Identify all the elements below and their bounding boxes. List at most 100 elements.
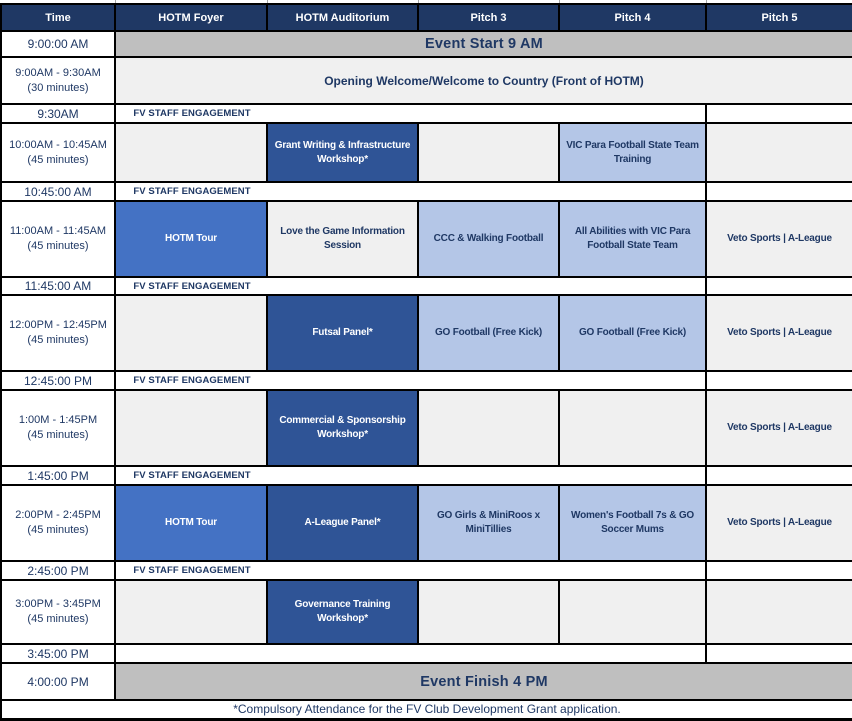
cell-1100-hotm-tour: HOTM Tour bbox=[114, 200, 268, 278]
time-range: 2:00PM - 2:45PM bbox=[15, 509, 101, 521]
opening-welcome-cell: Opening Welcome/Welcome to Country (Fron… bbox=[114, 56, 852, 105]
sliver-cell bbox=[559, 0, 707, 4]
footer-note: *Compulsory Attendance for the FV Club D… bbox=[0, 699, 852, 721]
sliver-cell bbox=[1, 0, 116, 4]
empty-pitch5-cell bbox=[705, 643, 852, 664]
fv-engagement-cell: FV STAFF ENGAGEMENT bbox=[114, 370, 707, 391]
row-session-1200: 12:00PM - 12:45PM (45 minutes) Futsal Pa… bbox=[0, 294, 852, 372]
cell-1200-foyer-empty bbox=[114, 294, 268, 372]
fv-engagement-cell: FV STAFF ENGAGEMENT bbox=[114, 560, 707, 581]
cell-1300-pitch3-empty bbox=[417, 389, 560, 467]
row-session-1300: 1:00M - 1:45PM (45 minutes) Commercial &… bbox=[0, 389, 852, 467]
cell-1400-a-league-panel: A-League Panel* bbox=[266, 484, 419, 562]
cell-1000-vic-para-training: VIC Para Football State Team Training bbox=[558, 122, 707, 183]
cell-1500-governance-training-workshop: Governance Training Workshop* bbox=[266, 579, 419, 645]
cell-1400-hotm-tour: HOTM Tour bbox=[114, 484, 268, 562]
time-duration: (30 minutes) bbox=[27, 81, 89, 94]
header-col-hotm-auditorium: HOTM Auditorium bbox=[266, 3, 419, 32]
row-fv-1045: 10:45:00 AM FV STAFF ENGAGEMENT bbox=[0, 181, 852, 202]
fv-engagement-label: FV STAFF ENGAGEMENT bbox=[133, 280, 251, 292]
time-cell-1500: 3:00PM - 3:45PM (45 minutes) bbox=[0, 579, 116, 645]
time-cell-1045: 10:45:00 AM bbox=[0, 181, 116, 202]
empty-pitch5-cell bbox=[705, 103, 852, 124]
cell-1400-veto-sports: Veto Sports | A-League bbox=[705, 484, 852, 562]
header-col-pitch-3: Pitch 3 bbox=[417, 3, 560, 32]
cell-1100-veto-sports: Veto Sports | A-League bbox=[705, 200, 852, 278]
cell-1200-go-football-p4: GO Football (Free Kick) bbox=[558, 294, 707, 372]
time-duration: (45 minutes) bbox=[27, 524, 89, 536]
fv-engagement-label: FV STAFF ENGAGEMENT bbox=[133, 470, 251, 481]
time-cell-1100: 11:00AM - 11:45AM (45 minutes) bbox=[0, 200, 116, 278]
footer-row: *Compulsory Attendance for the FV Club D… bbox=[0, 699, 852, 721]
fv-engagement-label: FV STAFF ENGAGEMENT bbox=[133, 186, 251, 197]
time-cell-1445: 2:45:00 PM bbox=[0, 560, 116, 581]
time-cell-0900: 9:00:00 AM bbox=[0, 30, 116, 58]
cell-1300-commercial-sponsorship-workshop: Commercial & Sponsorship Workshop* bbox=[266, 389, 419, 467]
row-fv-1345: 1:45:00 PM FV STAFF ENGAGEMENT bbox=[0, 465, 852, 486]
row-event-start: 9:00:00 AM Event Start 9 AM bbox=[0, 30, 852, 58]
top-sliver-row bbox=[1, 0, 852, 4]
cell-1200-futsal-panel: Futsal Panel* bbox=[266, 294, 419, 372]
cell-1300-foyer-empty bbox=[114, 389, 268, 467]
time-cell-1200: 12:00PM - 12:45PM (45 minutes) bbox=[0, 294, 116, 372]
sliver-cell bbox=[115, 0, 268, 4]
fv-engagement-cell: FV STAFF ENGAGEMENT bbox=[114, 181, 707, 202]
row-session-1000: 10:00AM - 10:45AM (45 minutes) Grant Wri… bbox=[0, 122, 852, 183]
time-duration: (45 minutes) bbox=[27, 240, 89, 252]
header-col-pitch-5: Pitch 5 bbox=[705, 3, 852, 32]
time-range: 10:00AM - 10:45AM bbox=[9, 138, 107, 151]
header-row: Time HOTM Foyer HOTM Auditorium Pitch 3 … bbox=[0, 3, 852, 32]
time-duration: (45 minutes) bbox=[27, 429, 89, 441]
row-fv-1145: 11:45:00 AM FV STAFF ENGAGEMENT bbox=[0, 276, 852, 296]
cell-1500-pitch4-empty bbox=[558, 579, 707, 645]
fv-engagement-cell: FV STAFF ENGAGEMENT bbox=[114, 276, 707, 296]
row-fv-1245: 12:45:00 PM FV STAFF ENGAGEMENT bbox=[0, 370, 852, 391]
time-cell-1245: 12:45:00 PM bbox=[0, 370, 116, 391]
time-cell-1000: 10:00AM - 10:45AM (45 minutes) bbox=[0, 122, 116, 183]
cell-1400-womens-football-7s: Women's Football 7s & GO Soccer Mums bbox=[558, 484, 707, 562]
cell-1000-foyer-empty bbox=[114, 122, 268, 183]
row-session-1100: 11:00AM - 11:45AM (45 minutes) HOTM Tour… bbox=[0, 200, 852, 278]
time-duration: (45 minutes) bbox=[27, 334, 89, 346]
empty-pitch5-cell bbox=[705, 370, 852, 391]
sliver-cell bbox=[418, 0, 560, 4]
row-session-1500: 3:00PM - 3:45PM (45 minutes) Governance … bbox=[0, 579, 852, 645]
row-opening-welcome: 9:00AM - 9:30AM (30 minutes) Opening Wel… bbox=[0, 56, 852, 105]
empty-pitch5-cell bbox=[705, 465, 852, 486]
header-col-hotm-foyer: HOTM Foyer bbox=[114, 3, 268, 32]
sliver-cell bbox=[706, 0, 852, 4]
cell-1200-veto-sports: Veto Sports | A-League bbox=[705, 294, 852, 372]
cell-1000-grant-writing-workshop: Grant Writing & Infrastructure Workshop* bbox=[266, 122, 419, 183]
time-cell-opening: 9:00AM - 9:30AM (30 minutes) bbox=[0, 56, 116, 105]
header-col-pitch-4: Pitch 4 bbox=[558, 3, 707, 32]
time-range: 11:00AM - 11:45AM bbox=[9, 225, 107, 237]
cell-1300-veto-sports: Veto Sports | A-League bbox=[705, 389, 852, 467]
row-fv-1445: 2:45:00 PM FV STAFF ENGAGEMENT bbox=[0, 560, 852, 581]
time-cell-1545: 3:45:00 PM bbox=[0, 643, 116, 664]
fv-engagement-label: FV STAFF ENGAGEMENT bbox=[133, 108, 251, 119]
fv-engagement-label: FV STAFF ENGAGEMENT bbox=[133, 375, 251, 386]
row-session-1400: 2:00PM - 2:45PM (45 minutes) HOTM Tour A… bbox=[0, 484, 852, 562]
cell-1500-foyer-empty bbox=[114, 579, 268, 645]
empty-pitch5-cell bbox=[705, 181, 852, 202]
time-duration: (45 minutes) bbox=[27, 613, 89, 625]
cell-1000-pitch5-empty bbox=[705, 122, 852, 183]
time-range: 3:00PM - 3:45PM bbox=[15, 598, 101, 610]
time-range: 1:00M - 1:45PM bbox=[18, 414, 98, 426]
cell-1200-go-football-p3: GO Football (Free Kick) bbox=[417, 294, 560, 372]
event-start-banner: Event Start 9 AM bbox=[114, 30, 852, 58]
time-cell-1345: 1:45:00 PM bbox=[0, 465, 116, 486]
empty-pitch5-cell bbox=[705, 560, 852, 581]
time-range: 9:00AM - 9:30AM bbox=[15, 66, 101, 79]
cell-1100-all-abilities-vic-para: All Abilities with VIC Para Football Sta… bbox=[558, 200, 707, 278]
empty-pitch5-cell bbox=[705, 276, 852, 296]
row-fv-0930: 9:30AM FV STAFF ENGAGEMENT bbox=[0, 103, 852, 124]
empty-span-cell bbox=[114, 643, 707, 664]
time-range: 12:00PM - 12:45PM bbox=[9, 319, 107, 331]
event-finish-banner: Event Finish 4 PM bbox=[114, 662, 852, 701]
cell-1400-go-girls-miniroos: GO Girls & MiniRoos x MiniTillies bbox=[417, 484, 560, 562]
fv-engagement-label: FV STAFF ENGAGEMENT bbox=[133, 565, 251, 576]
cell-1300-pitch4-empty bbox=[558, 389, 707, 467]
cell-1100-love-the-game-session: Love the Game Information Session bbox=[266, 200, 419, 278]
